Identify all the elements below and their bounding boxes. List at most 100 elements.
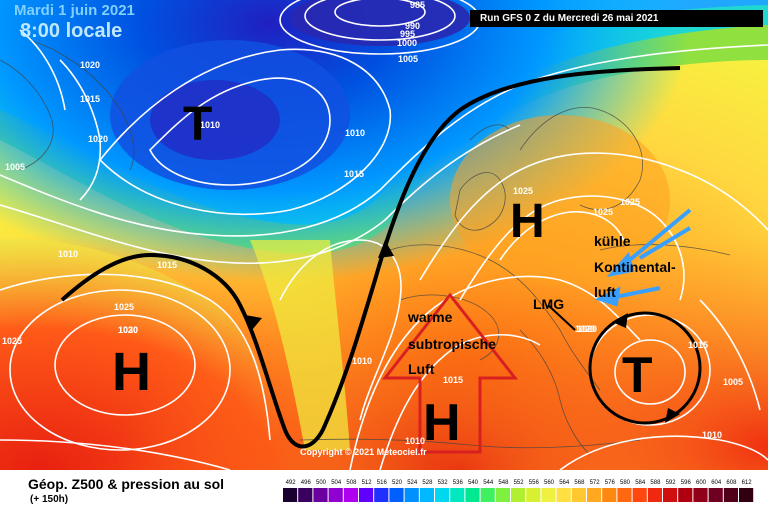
scale-label: 576	[605, 480, 616, 486]
scale-swatch	[571, 488, 586, 502]
scale-swatch	[389, 488, 404, 502]
isobar-label: 1025	[114, 302, 134, 312]
scale-swatch	[495, 488, 510, 502]
pressure-system-high: H	[510, 195, 545, 248]
isobar-label: 1025	[620, 197, 640, 207]
scale-label: 612	[742, 480, 753, 486]
scale-label: 504	[331, 480, 342, 486]
isobar-label: 1025	[593, 207, 613, 217]
isobar-label: 1025	[2, 336, 22, 346]
scale-swatch	[511, 488, 526, 502]
scale-swatch	[328, 488, 343, 502]
isobar-label: 1010	[702, 430, 722, 440]
scale-label: 568	[574, 480, 585, 486]
scale-swatch	[663, 488, 678, 502]
scale-label: 592	[666, 480, 677, 486]
scale-label: 584	[635, 480, 646, 486]
scale-swatch	[450, 488, 465, 502]
scale-swatch	[526, 488, 541, 502]
isobar-label: 1005	[398, 54, 418, 64]
jet-stream-line	[60, 66, 681, 449]
scale-label: 524	[407, 480, 418, 486]
isobar-label: 1015	[443, 375, 463, 385]
run-info: Run GFS 0 Z du Mercredi 26 mai 2021	[470, 10, 763, 27]
scale-swatch	[541, 488, 556, 502]
scale-swatch	[632, 488, 647, 502]
scale-label: 528	[422, 480, 433, 486]
scale-label: 532	[438, 480, 449, 486]
isobar-label: 1015	[688, 340, 708, 350]
scale-swatch	[617, 488, 632, 502]
isobar-label: 985	[410, 0, 425, 10]
scale-label: 552	[514, 480, 525, 486]
isobar-label: 1010	[58, 249, 78, 259]
product-lead-time: (+ 150h)	[30, 494, 69, 505]
weather-map: 985 990 995 1000 1005 1020 1015 1020 100…	[0, 0, 768, 470]
isobar-label: 990	[405, 21, 420, 31]
isobar-label: 1015	[344, 169, 364, 179]
warm-air-label-line2: subtropische	[408, 336, 496, 352]
pressure-system-low: T	[183, 98, 212, 151]
cold-air-label-line3: luft	[594, 284, 616, 300]
scale-label: 548	[498, 480, 509, 486]
scale-swatch	[708, 488, 723, 502]
isobar-label: 1005	[5, 162, 25, 172]
scale-swatch	[435, 488, 450, 502]
scale-label: 608	[726, 480, 737, 486]
isobar-label: 995	[400, 29, 415, 39]
isobar-label: 1015	[157, 260, 177, 270]
scale-swatch	[480, 488, 495, 502]
scale-label: 520	[392, 480, 403, 486]
scale-label: 604	[711, 480, 722, 486]
isobar-label: 1030	[118, 325, 138, 335]
warm-air-arrow	[381, 292, 519, 454]
isobar-label: 1010	[405, 436, 425, 446]
warm-air-label-line3: Luft	[408, 361, 435, 377]
product-title: Géop. Z500 & pression au sol	[28, 476, 225, 492]
scale-label: 536	[453, 480, 464, 486]
pressure-system-high: H	[423, 394, 461, 452]
scale-label: 600	[696, 480, 707, 486]
scale-label: 544	[483, 480, 494, 486]
scale-swatch	[723, 488, 738, 502]
copyright-text: Copyright © 2021 Meteociel.fr	[300, 447, 427, 457]
isobar-label: 1020	[88, 134, 108, 144]
scale-label: 516	[377, 480, 388, 486]
scale-label: 580	[620, 480, 631, 486]
scale-label: 588	[650, 480, 661, 486]
cold-air-arrows	[594, 208, 692, 307]
cold-air-label-line2: Kontinental-	[594, 259, 676, 275]
scale-label: 596	[681, 480, 692, 486]
scale-label: 512	[362, 480, 373, 486]
scale-label: 492	[286, 480, 297, 486]
scale-label: 556	[529, 480, 540, 486]
scale-swatch	[298, 488, 313, 502]
cold-air-label-line1: kühle	[594, 233, 631, 249]
scale-label: 564	[559, 480, 570, 486]
scale-swatch	[556, 488, 571, 502]
scale-swatch	[404, 488, 419, 502]
scale-swatch	[359, 488, 374, 502]
isobar-label: 1010	[352, 356, 372, 366]
low-circulation-ring	[588, 311, 702, 425]
isobar-label: 1020	[577, 324, 597, 334]
scale-swatch	[739, 488, 754, 502]
scale-label: 500	[316, 480, 327, 486]
scale-swatch	[587, 488, 602, 502]
scale-swatch	[678, 488, 693, 502]
warm-air-label-line1: warme	[407, 309, 453, 325]
scale-label: 508	[346, 480, 357, 486]
forecast-date: Mardi 1 juin 2021	[14, 2, 135, 19]
scale-swatch	[602, 488, 617, 502]
lmg-label: LMG	[533, 296, 564, 312]
scale-swatch	[465, 488, 480, 502]
isobar-label: 1005	[723, 377, 743, 387]
scale-label: 560	[544, 480, 555, 486]
pressure-system-high: H	[112, 342, 151, 402]
isobar-label: 1000	[397, 38, 417, 48]
isobar-label: 1010	[200, 120, 220, 130]
scale-swatch	[374, 488, 389, 502]
isobar-label: 1020	[80, 60, 100, 70]
isobar-label: 1015	[80, 94, 100, 104]
